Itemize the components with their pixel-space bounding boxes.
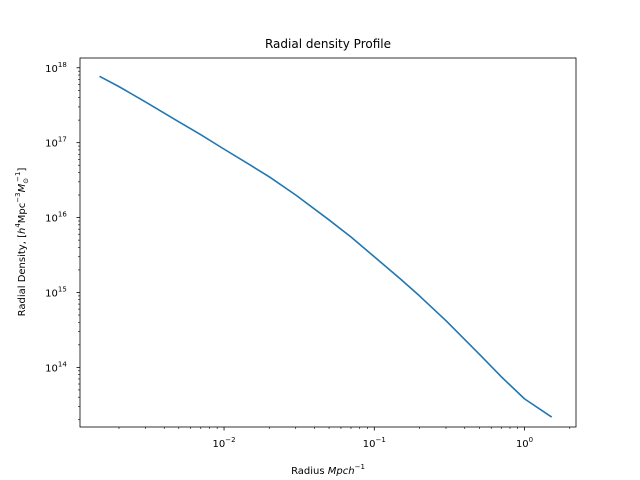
y-tick-label: 1014 <box>45 360 67 374</box>
y-tick-label: 1017 <box>45 136 67 150</box>
y-tick-label: 1015 <box>45 285 67 299</box>
density-profile-line <box>99 75 553 418</box>
y-axis-label: Radial Density, [h4Mpc−3M⊙−1] <box>14 168 30 317</box>
x-tick-label: 10−2 <box>213 436 236 450</box>
x-axis-ticks: 10−2 10−1 100 <box>118 427 571 450</box>
y-tick-label: 1018 <box>45 61 67 75</box>
y-tick-label: 1016 <box>45 211 67 225</box>
series-layer <box>99 75 553 418</box>
y-axis-ticks: 1014 1015 1016 1017 1018 <box>45 61 80 421</box>
x-axis-label: Radius Mpch−1 <box>291 463 365 477</box>
axes-frame <box>79 57 577 428</box>
plot-area: 10−2 10−1 100 1014 1015 1016 1017 1018 <box>45 57 577 450</box>
chart-title: Radial density Profile <box>265 37 391 51</box>
x-tick-label: 100 <box>516 436 533 450</box>
x-tick-label: 10−1 <box>363 436 386 450</box>
